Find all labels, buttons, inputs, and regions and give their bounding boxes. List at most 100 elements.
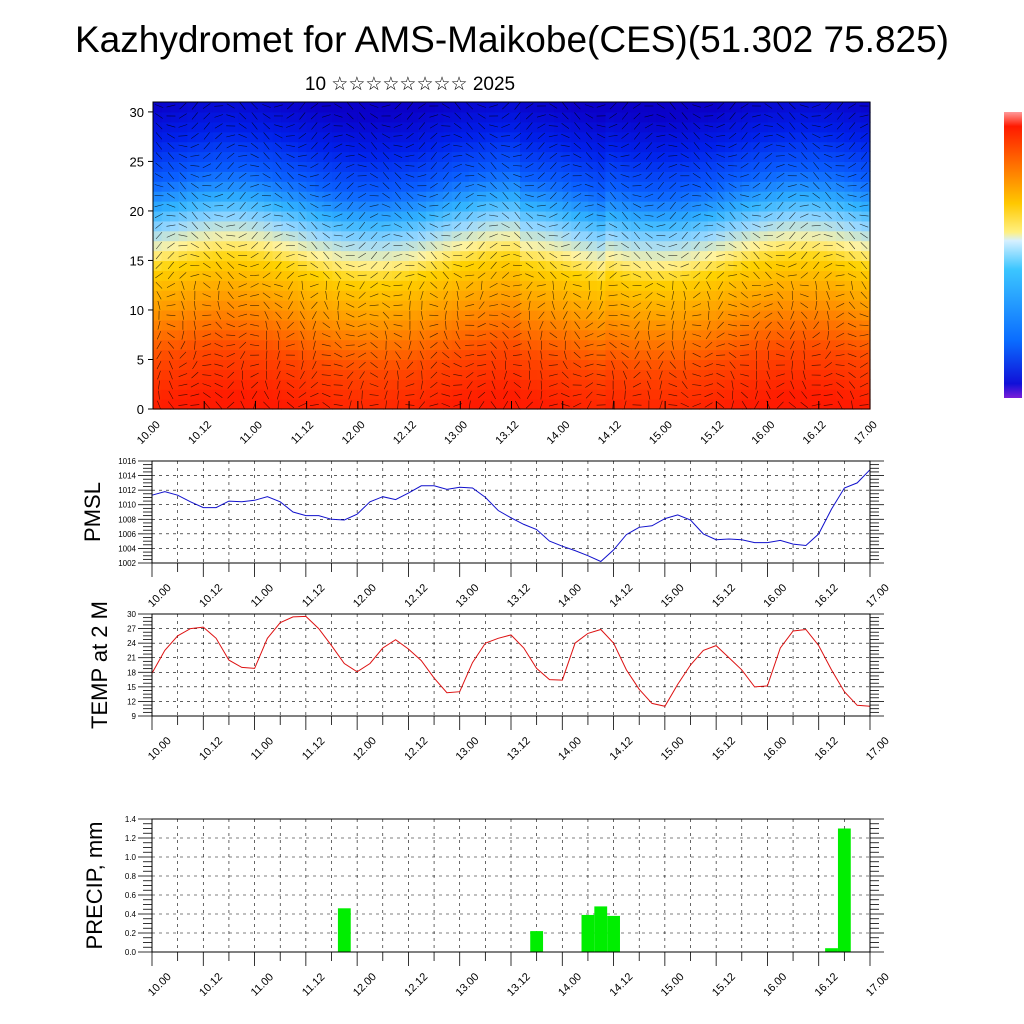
x-tick-label: 16.12 <box>801 419 829 447</box>
x-tick-label: 10.00 <box>146 971 174 999</box>
x-tick-label: 15.00 <box>659 582 687 610</box>
x-tick-label: 11.12 <box>300 582 327 609</box>
x-tick-label: 15.12 <box>710 735 738 763</box>
y-tick-label: 1006 <box>118 530 136 539</box>
tick-marks <box>138 613 884 730</box>
x-tick-label: 10.00 <box>146 582 174 610</box>
y-tick-label: 0 <box>137 402 144 417</box>
temp-line <box>151 615 871 707</box>
x-tick-label: 13.12 <box>505 582 533 610</box>
chart-subtitle: 10 ☆☆☆☆☆☆☆☆ 2025 <box>304 74 516 95</box>
x-tick-label: 16.12 <box>813 582 841 610</box>
y-axis-label: PMSL <box>80 482 105 542</box>
x-tick-label: 17.00 <box>864 582 892 610</box>
x-tick-label: 12.00 <box>340 419 368 447</box>
x-tick-label: 11.12 <box>300 971 327 998</box>
x-tick-label: 17.00 <box>852 419 880 447</box>
tick-marks <box>138 460 884 577</box>
grid <box>152 819 870 952</box>
x-tick-label: 10.12 <box>197 971 225 999</box>
y-tick-label: 15 <box>127 683 136 692</box>
y-tick-label: 1012 <box>118 486 136 495</box>
y-tick-label: 18 <box>127 668 136 677</box>
y-tick-label: 0.8 <box>125 872 137 881</box>
x-tick-label: 13.00 <box>454 971 482 999</box>
y-tick-label: 1016 <box>118 457 136 466</box>
x-tick-label: 11.00 <box>249 582 276 609</box>
y-tick-label: 12 <box>127 697 136 706</box>
y-tick-label: 1.2 <box>125 834 137 843</box>
y-tick-label: 27 <box>127 625 136 634</box>
precip-bar <box>594 906 608 952</box>
precip-bar <box>607 915 620 952</box>
y-tick-label: 1.4 <box>125 815 137 824</box>
precip-bar <box>581 914 595 952</box>
precip-bar <box>837 828 851 952</box>
x-tick-label: 12.12 <box>402 582 430 610</box>
precip-bar <box>825 948 838 952</box>
y-tick-label: 1002 <box>118 559 136 568</box>
y-tick-label: 30 <box>130 105 144 120</box>
x-tick-label: 16.00 <box>749 419 777 447</box>
x-tick-label: 11.12 <box>289 419 316 446</box>
pmsl-line <box>151 469 871 563</box>
x-tick-label: 14.00 <box>556 735 584 763</box>
grid <box>152 614 870 716</box>
x-tick-label: 15.00 <box>659 735 687 763</box>
y-tick-label: 0.6 <box>125 891 137 900</box>
y-tick-label: 0.2 <box>125 929 137 938</box>
x-tick-label: 14.12 <box>607 735 635 763</box>
x-tick-label: 17.00 <box>864 735 892 763</box>
y-tick-label: 0.0 <box>125 948 137 957</box>
y-tick-label: 1014 <box>118 472 136 481</box>
x-tick-label: 16.00 <box>761 735 789 763</box>
precip-panel: 0.0 0.2 0.4 0.6 0.8 1.0 1.2 1.4 10.00 10.12 11.00 1… <box>82 815 892 999</box>
x-tick-label: 14.12 <box>607 971 635 999</box>
x-tick-label: 13.12 <box>505 735 533 763</box>
x-tick-label: 14.12 <box>596 419 624 447</box>
cross-section-panel: 0 5 10 15 20 25 30 10.00 10.12 11.00 11.12 12.00 12.… <box>130 101 880 447</box>
x-tick-label: 14.00 <box>556 971 584 999</box>
x-tick-label: 15.00 <box>647 419 675 447</box>
precip-bar <box>337 908 351 952</box>
tick-marks <box>138 818 884 966</box>
y-tick-label: 9 <box>132 712 137 721</box>
y-tick-label: 20 <box>130 204 144 219</box>
x-tick-label: 12.12 <box>402 735 430 763</box>
y-axis-label: TEMP at 2 M <box>87 601 112 729</box>
x-tick-label: 15.12 <box>710 971 738 999</box>
x-tick-label: 14.00 <box>545 419 573 447</box>
y-tick-label: 21 <box>127 654 136 663</box>
x-tick-label: 11.00 <box>249 971 276 998</box>
x-tick-label: 15.12 <box>698 419 726 447</box>
x-tick-label: 10.00 <box>146 735 174 763</box>
y-axis-label: PRECIP, mm <box>82 822 107 950</box>
x-tick-label: 14.12 <box>607 582 635 610</box>
x-tick-label: 12.12 <box>402 971 430 999</box>
x-tick-label: 13.00 <box>454 582 482 610</box>
x-tick-label: 15.12 <box>710 582 738 610</box>
x-tick-label: 13.00 <box>442 419 470 447</box>
temp-panel: 9 12 15 18 21 24 27 30 10.00 10.12 11.00 11.12 12.00… <box>87 601 892 763</box>
y-tick-label: 1008 <box>118 515 136 524</box>
y-tick-label: 10 <box>130 303 144 318</box>
y-tick-label: 24 <box>127 639 136 648</box>
x-tick-label: 12.00 <box>351 971 379 999</box>
wind-vectors <box>154 102 869 410</box>
x-tick-label: 14.00 <box>556 582 584 610</box>
x-tick-label: 12.12 <box>391 419 419 447</box>
colorbar <box>1004 112 1022 398</box>
y-tick-label: 1.0 <box>125 853 137 862</box>
y-tick-label: 30 <box>127 610 136 619</box>
x-tick-label: 10.00 <box>135 419 163 447</box>
y-tick-label: 5 <box>137 352 144 367</box>
x-tick-label: 15.00 <box>659 971 687 999</box>
x-tick-label: 16.00 <box>761 582 789 610</box>
chart-title: Kazhydromet for AMS-Maikobe(CES)(51.302 … <box>74 19 950 60</box>
y-tick-label: 15 <box>130 253 144 268</box>
x-tick-label: 12.00 <box>351 735 379 763</box>
y-tick-label: 1004 <box>118 544 136 553</box>
heatmap-cells <box>153 102 871 410</box>
x-tick-label: 17.00 <box>864 971 892 999</box>
